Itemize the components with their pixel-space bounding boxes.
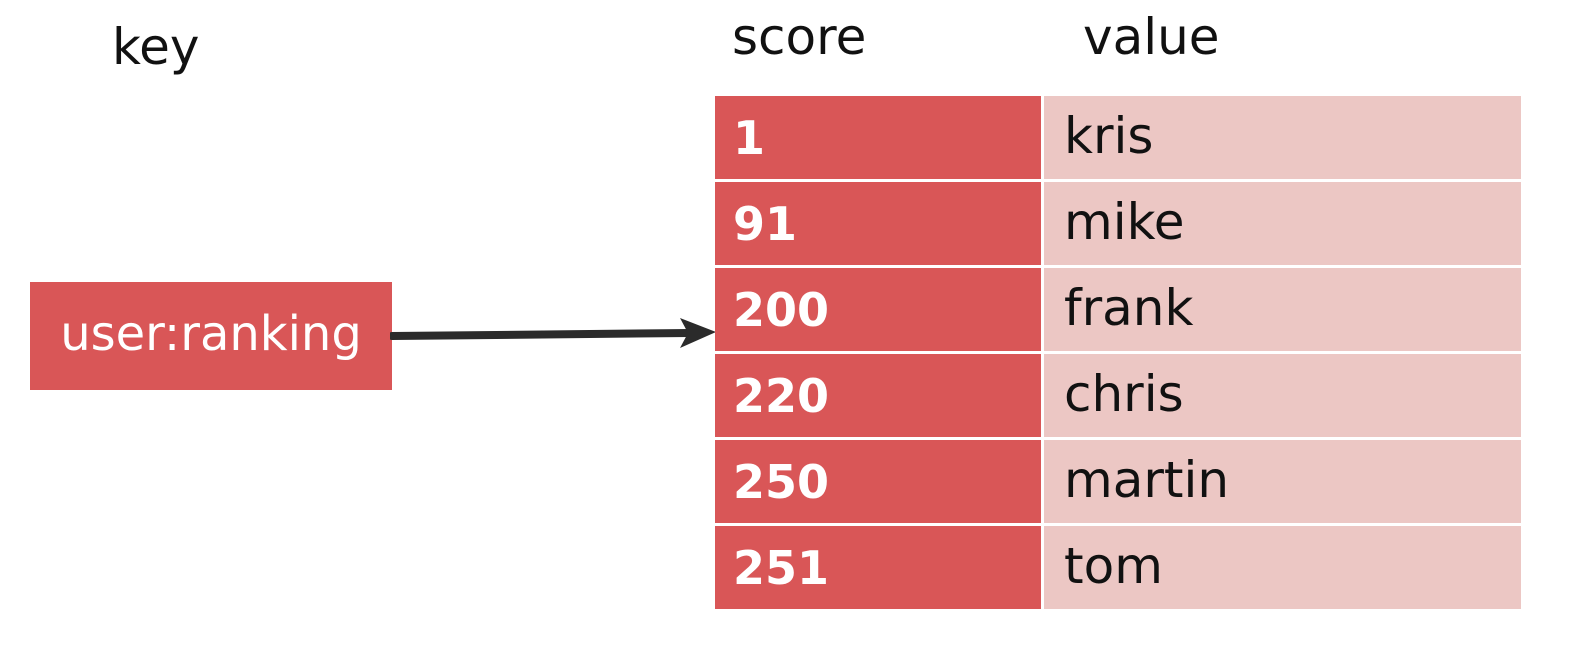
- value-column-header: value: [1083, 8, 1220, 66]
- score-cell: 251: [715, 526, 1041, 609]
- table-row: 251 tom: [715, 526, 1521, 609]
- score-column-header: score: [732, 8, 867, 66]
- sorted-set-table: 1 kris 91 mike 200 frank 220 chris 250 m…: [715, 96, 1521, 609]
- score-cell: 91: [715, 182, 1041, 265]
- score-cell: 1: [715, 96, 1041, 179]
- key-label: user:ranking: [60, 306, 362, 362]
- key-column-header: key: [112, 18, 200, 76]
- table-row: 250 martin: [715, 440, 1521, 523]
- value-cell: tom: [1044, 526, 1521, 609]
- score-cell: 250: [715, 440, 1041, 523]
- value-cell: frank: [1044, 268, 1521, 351]
- value-cell: martin: [1044, 440, 1521, 523]
- arrow-icon: [390, 318, 716, 348]
- score-cell: 220: [715, 354, 1041, 437]
- value-cell: chris: [1044, 354, 1521, 437]
- table-row: 91 mike: [715, 182, 1521, 265]
- table-row: 220 chris: [715, 354, 1521, 437]
- key-box: user:ranking: [30, 282, 392, 390]
- table-row: 200 frank: [715, 268, 1521, 351]
- score-cell: 200: [715, 268, 1041, 351]
- value-cell: mike: [1044, 182, 1521, 265]
- value-cell: kris: [1044, 96, 1521, 179]
- table-row: 1 kris: [715, 96, 1521, 179]
